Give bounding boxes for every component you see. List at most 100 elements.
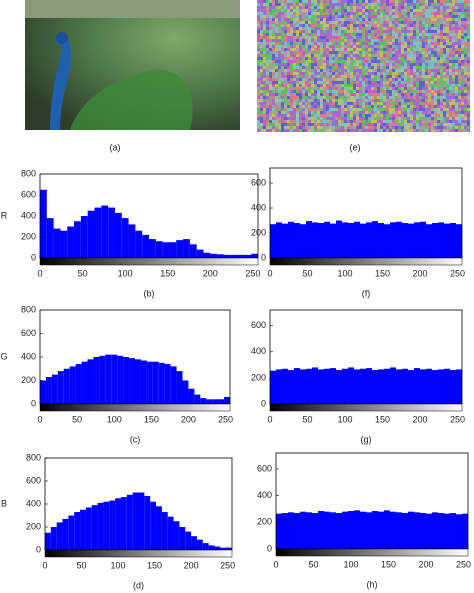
noise-pixel	[398, 15, 401, 18]
noise-pixel	[317, 45, 320, 48]
noise-pixel	[326, 21, 329, 24]
noise-pixel	[335, 33, 338, 36]
histogram-bar	[276, 513, 282, 549]
noise-pixel	[356, 18, 359, 21]
noise-pixel	[377, 36, 380, 39]
noise-pixel	[452, 54, 455, 57]
noise-pixel	[296, 108, 299, 111]
noise-pixel	[278, 93, 281, 96]
noise-pixel	[422, 18, 425, 21]
histogram-bar	[173, 521, 180, 550]
noise-pixel	[281, 54, 284, 57]
noise-pixel	[419, 120, 422, 123]
noise-pixel	[422, 9, 425, 12]
noise-pixel	[449, 57, 452, 60]
noise-pixel	[356, 117, 359, 120]
noise-pixel	[284, 123, 287, 126]
noise-pixel	[410, 66, 413, 69]
noise-pixel	[392, 42, 395, 45]
noise-pixel	[257, 114, 260, 117]
noise-pixel	[386, 57, 389, 60]
noise-pixel	[392, 36, 395, 39]
noise-pixel	[278, 129, 281, 132]
noise-pixel	[326, 39, 329, 42]
noise-pixel	[275, 9, 278, 12]
noise-pixel	[437, 120, 440, 123]
noise-pixel	[410, 12, 413, 15]
noise-pixel	[413, 3, 416, 6]
noise-pixel	[374, 81, 377, 84]
noise-pixel	[353, 111, 356, 114]
noise-pixel	[422, 84, 425, 87]
noise-pixel	[326, 51, 329, 54]
noise-pixel	[347, 48, 350, 51]
noise-pixel	[365, 78, 368, 81]
noise-pixel	[380, 57, 383, 60]
noise-pixel	[299, 96, 302, 99]
noise-pixel	[425, 96, 428, 99]
noise-pixel	[281, 33, 284, 36]
noise-pixel	[326, 54, 329, 57]
noise-pixel	[326, 96, 329, 99]
noise-pixel	[431, 99, 434, 102]
noise-pixel	[425, 114, 428, 117]
noise-pixel	[329, 111, 332, 114]
noise-pixel	[401, 84, 404, 87]
noise-pixel	[377, 81, 380, 84]
noise-pixel	[455, 72, 458, 75]
noise-pixel	[458, 6, 461, 9]
noise-pixel	[455, 87, 458, 90]
noise-pixel	[416, 93, 419, 96]
noise-pixel	[287, 120, 290, 123]
noise-pixel	[419, 9, 422, 12]
noise-pixel	[344, 33, 347, 36]
noise-pixel	[446, 57, 449, 60]
noise-pixel	[344, 21, 347, 24]
noise-pixel	[362, 72, 365, 75]
histogram-bar	[300, 511, 306, 549]
noise-pixel	[257, 6, 260, 9]
noise-pixel	[359, 108, 362, 111]
noise-pixel	[371, 0, 374, 3]
noise-pixel	[434, 9, 437, 12]
noise-pixel	[458, 54, 461, 57]
noise-pixel	[467, 123, 470, 126]
noise-pixel	[293, 108, 296, 111]
noise-pixel	[362, 57, 365, 60]
noise-pixel	[260, 96, 263, 99]
noise-pixel	[338, 99, 341, 102]
noise-pixel	[335, 114, 338, 117]
noise-pixel	[323, 12, 326, 15]
noise-pixel	[395, 63, 398, 66]
histogram-bar	[270, 224, 276, 258]
noise-pixel	[428, 114, 431, 117]
noise-pixel	[359, 27, 362, 30]
noise-pixel	[356, 39, 359, 42]
noise-pixel	[467, 27, 470, 30]
noise-pixel	[335, 90, 338, 93]
noise-pixel	[272, 117, 275, 120]
noise-pixel	[329, 42, 332, 45]
noise-pixel	[338, 63, 341, 66]
noise-pixel	[281, 48, 284, 51]
noise-pixel	[350, 0, 353, 3]
noise-pixel	[320, 81, 323, 84]
noise-pixel	[398, 93, 401, 96]
noise-pixel	[350, 63, 353, 66]
noise-pixel	[344, 81, 347, 84]
noise-pixel	[365, 117, 368, 120]
noise-pixel	[290, 93, 293, 96]
noise-pixel	[368, 30, 371, 33]
noise-pixel	[308, 3, 311, 6]
noise-pixel	[275, 36, 278, 39]
noise-pixel	[452, 87, 455, 90]
noise-pixel	[290, 126, 293, 129]
noise-pixel	[350, 105, 353, 108]
noise-pixel	[419, 126, 422, 129]
noise-pixel	[449, 60, 452, 63]
noise-pixel	[257, 33, 260, 36]
noise-pixel	[389, 78, 392, 81]
noise-pixel	[296, 39, 299, 42]
noise-pixel	[275, 12, 278, 15]
noise-pixel	[419, 6, 422, 9]
